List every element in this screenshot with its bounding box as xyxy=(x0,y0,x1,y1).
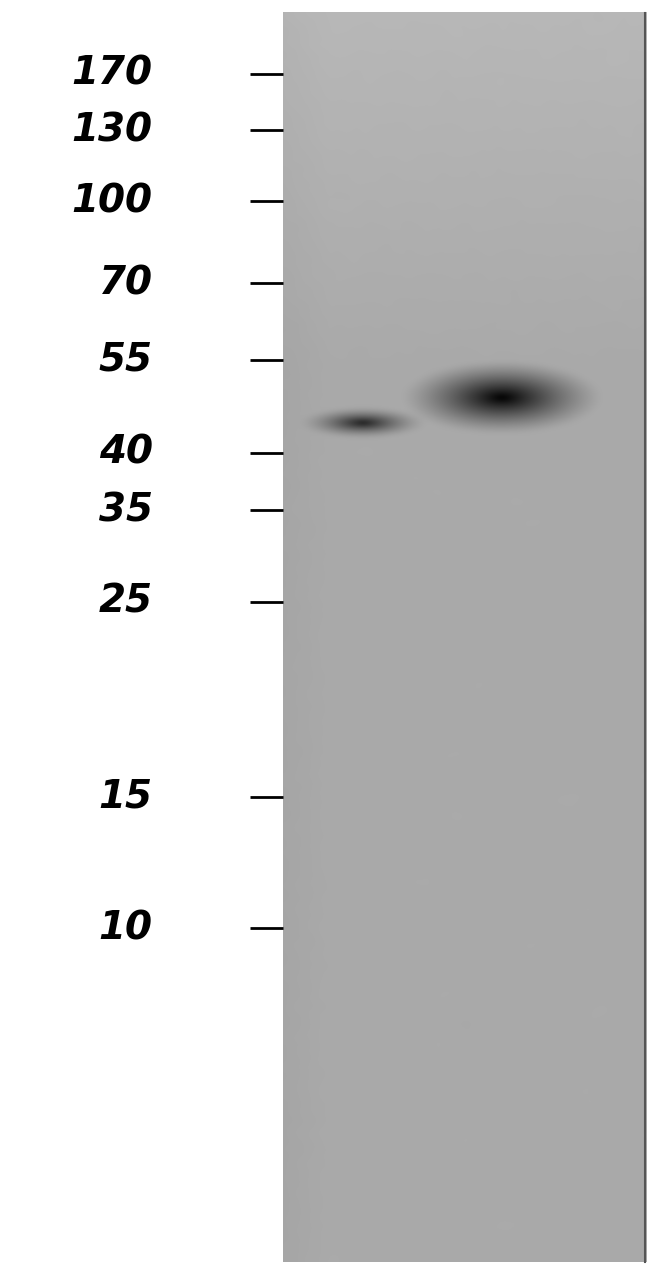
Text: 130: 130 xyxy=(72,111,153,149)
Text: 55: 55 xyxy=(99,340,153,379)
Text: 10: 10 xyxy=(99,909,153,947)
Text: 15: 15 xyxy=(99,778,153,816)
Text: 100: 100 xyxy=(72,182,153,221)
Text: 35: 35 xyxy=(99,491,153,529)
Text: 25: 25 xyxy=(99,583,153,621)
Text: 170: 170 xyxy=(72,55,153,93)
Text: 40: 40 xyxy=(99,434,153,472)
Text: 70: 70 xyxy=(99,264,153,302)
